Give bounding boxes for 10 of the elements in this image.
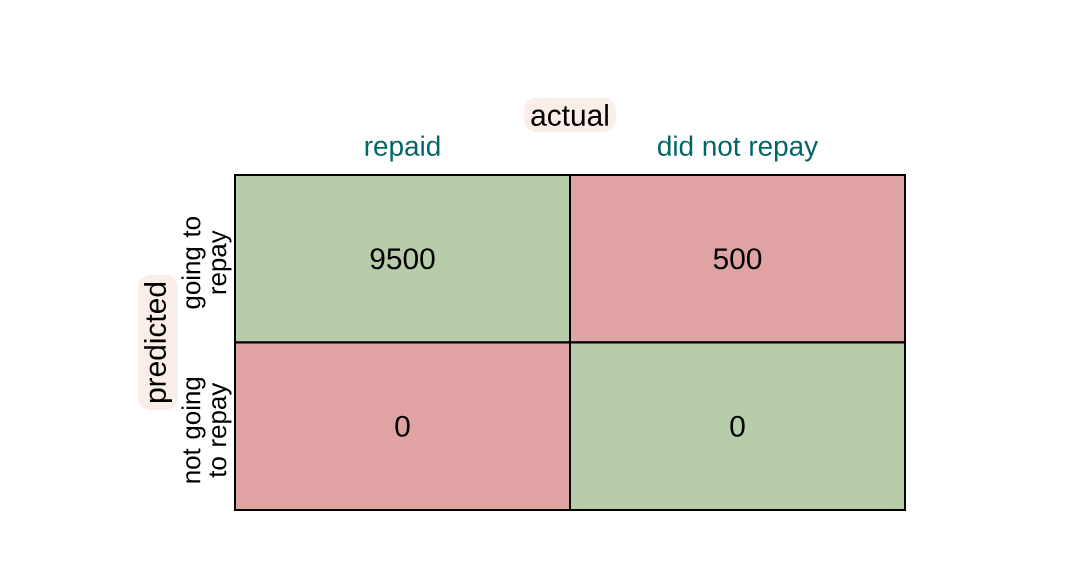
y-axis-title: predicted [144,282,172,403]
data-label: 9500 [370,248,435,270]
x-tick-label: repaid [365,135,440,162]
data-label: 0 [395,415,410,437]
x-tick-label: did not repay [658,135,819,162]
data-label: 500 [713,248,762,270]
y-tick-label: not going to repay [181,377,232,483]
data-label: 0 [730,415,745,437]
y-tick-label: going to repay [181,217,232,309]
x-axis-title: actual [531,104,608,126]
